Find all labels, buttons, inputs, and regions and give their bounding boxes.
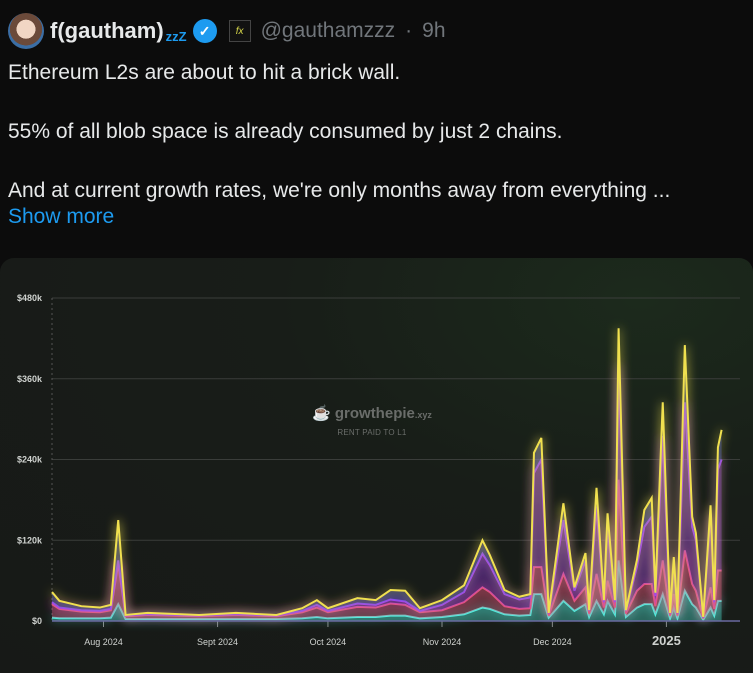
x-tick-label: Dec 2024 <box>533 637 572 647</box>
author-handle[interactable]: @gauthamzzz <box>260 19 396 42</box>
line-series-3 <box>51 328 723 618</box>
tweet-paragraph: Ethereum L2s are about to hit a brick wa… <box>8 61 401 84</box>
x-tick-label: Nov 2024 <box>423 637 462 647</box>
y-tick-label: $120k <box>17 535 43 545</box>
timestamp[interactable]: 9h <box>422 19 446 42</box>
avatar[interactable] <box>8 13 44 49</box>
watermark-subtitle: RENT PAID TO L1 <box>337 428 407 437</box>
tweet-paragraph: 55% of all blob space is already consume… <box>8 120 563 143</box>
author-name[interactable]: f(gautham) <box>50 18 164 43</box>
affiliate-badge[interactable]: fx <box>228 20 251 42</box>
y-tick-label: $240k <box>17 455 43 465</box>
chart-image[interactable]: $0 $120k $240k $360k $480k Aug 2024 Sept 2024 O… <box>0 258 753 673</box>
verified-badge-icon[interactable]: ✓ <box>192 19 217 43</box>
tweet-paragraph: And at current growth rates, we're only … <box>8 179 671 202</box>
name-suffix: zzZ <box>165 29 187 44</box>
y-tick-label: $0 <box>32 616 42 626</box>
y-tick-label: $360k <box>17 374 43 384</box>
x-tick-label: Aug 2024 <box>84 637 123 647</box>
tweet-header: f(gautham) zzZ ✓ fx @gauthamzzz · 9h <box>8 12 446 50</box>
x-tick-label: 2025 <box>652 633 681 648</box>
show-more-link[interactable]: Show more <box>8 205 115 228</box>
separator: · <box>405 19 413 42</box>
watermark-logo: ☕ growthepie.xyz <box>312 405 432 422</box>
stacked-area-chart: $0 $120k $240k $360k $480k Aug 2024 Sept 2024 O… <box>17 293 740 648</box>
x-tick-label: Oct 2024 <box>310 637 347 647</box>
tweet-text: Ethereum L2s are about to hit a brick wa… <box>8 58 748 235</box>
y-tick-label: $480k <box>17 293 43 303</box>
line-series-0 <box>51 560 722 622</box>
x-tick-label: Sept 2024 <box>197 637 238 647</box>
watermark: ☕ growthepie.xyz RENT PAID TO L1 <box>312 404 432 437</box>
